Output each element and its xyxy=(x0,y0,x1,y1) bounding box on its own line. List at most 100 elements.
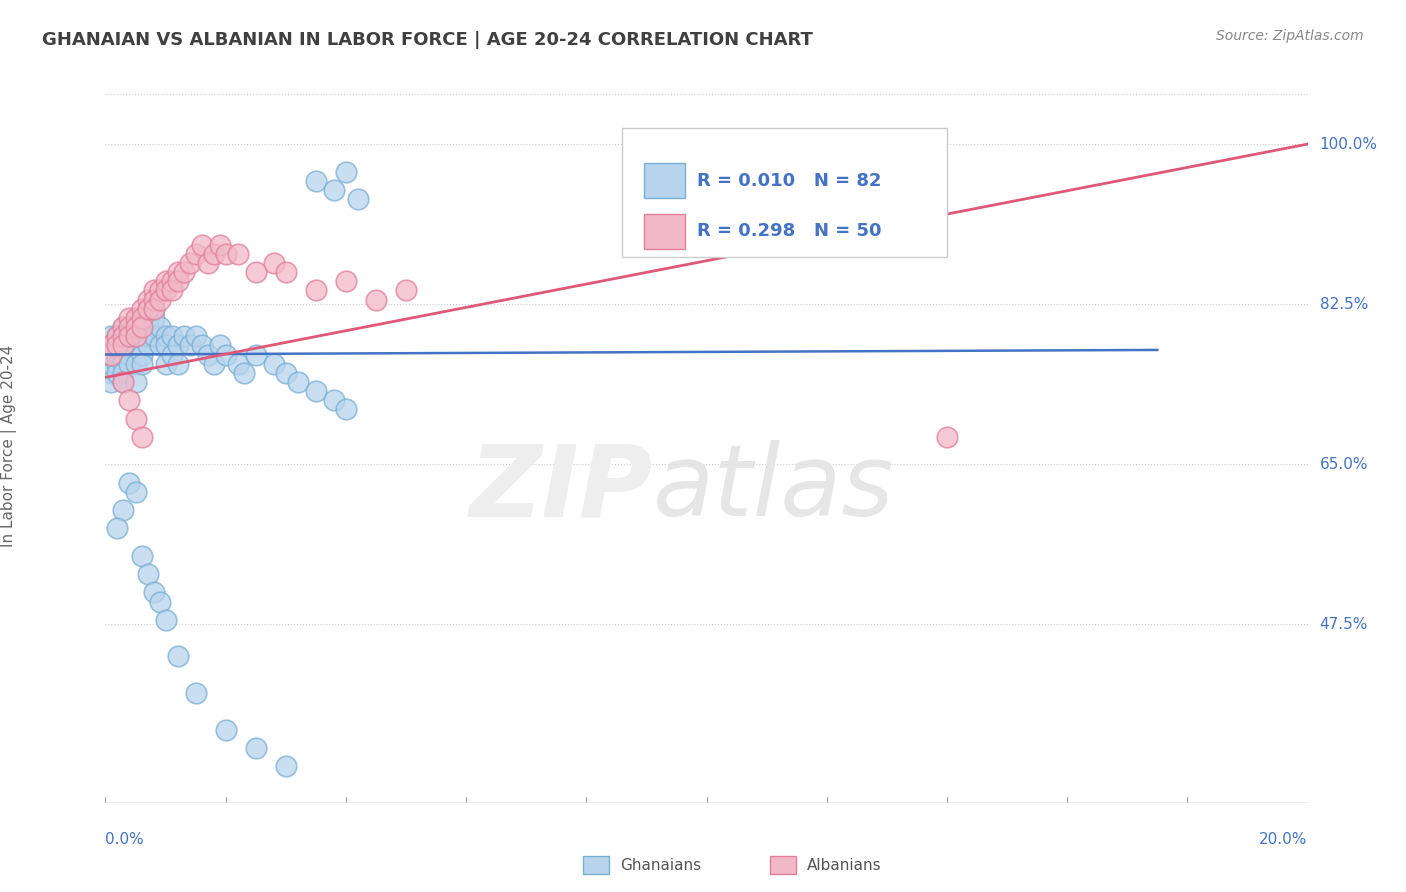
Point xyxy=(131,347,153,361)
Point xyxy=(136,329,159,343)
Point xyxy=(173,329,195,343)
Point xyxy=(118,329,141,343)
Point xyxy=(142,585,165,599)
Point xyxy=(197,256,219,270)
Point xyxy=(107,329,129,343)
Point xyxy=(335,164,357,178)
Point xyxy=(166,338,188,352)
Point xyxy=(131,301,153,316)
Point xyxy=(226,247,249,261)
Point xyxy=(142,301,165,316)
Text: ZIP: ZIP xyxy=(470,441,652,537)
Point xyxy=(184,247,207,261)
Point xyxy=(118,475,141,490)
Point xyxy=(364,293,387,307)
Point xyxy=(160,329,183,343)
Point xyxy=(107,366,129,380)
Point xyxy=(173,265,195,279)
Bar xyxy=(770,856,796,874)
Point xyxy=(202,357,225,371)
Point xyxy=(124,310,146,325)
Text: R = 0.298   N = 50: R = 0.298 N = 50 xyxy=(697,222,882,241)
Point xyxy=(160,284,183,298)
Point xyxy=(166,265,188,279)
Point xyxy=(112,338,135,352)
Point xyxy=(112,366,135,380)
Point xyxy=(100,357,122,371)
Point xyxy=(100,338,122,352)
Point xyxy=(136,310,159,325)
Point xyxy=(131,430,153,444)
Text: 20.0%: 20.0% xyxy=(1260,832,1308,847)
Point xyxy=(136,567,159,582)
Point xyxy=(100,329,122,343)
Point xyxy=(214,723,236,737)
Point xyxy=(107,521,129,535)
Point xyxy=(148,284,170,298)
Point xyxy=(184,329,207,343)
FancyBboxPatch shape xyxy=(644,214,685,249)
Point xyxy=(107,338,129,352)
Point xyxy=(274,759,297,773)
Text: 65.0%: 65.0% xyxy=(1320,457,1368,472)
Point xyxy=(263,256,285,270)
Point xyxy=(112,375,135,389)
Point xyxy=(226,357,249,371)
Point xyxy=(124,375,146,389)
Point xyxy=(245,740,267,755)
Point xyxy=(232,366,254,380)
Point xyxy=(190,237,212,252)
Point xyxy=(118,347,141,361)
Point xyxy=(305,174,328,188)
Point xyxy=(155,329,177,343)
Text: GHANAIAN VS ALBANIAN IN LABOR FORCE | AGE 20-24 CORRELATION CHART: GHANAIAN VS ALBANIAN IN LABOR FORCE | AG… xyxy=(42,31,813,49)
Point xyxy=(305,284,328,298)
Point xyxy=(142,329,165,343)
Point xyxy=(148,338,170,352)
Text: Source: ZipAtlas.com: Source: ZipAtlas.com xyxy=(1216,29,1364,43)
Point xyxy=(263,357,285,371)
Point xyxy=(107,357,129,371)
Point xyxy=(166,357,188,371)
Point xyxy=(274,265,297,279)
Point xyxy=(112,320,135,334)
Point xyxy=(107,338,129,352)
Point xyxy=(112,329,135,343)
Text: R = 0.010   N = 82: R = 0.010 N = 82 xyxy=(697,171,882,189)
Point xyxy=(287,375,309,389)
Point xyxy=(148,320,170,334)
Point xyxy=(112,347,135,361)
Point xyxy=(148,594,170,608)
Point xyxy=(118,320,141,334)
Point xyxy=(202,247,225,261)
Point xyxy=(124,310,146,325)
Point xyxy=(131,320,153,334)
Point xyxy=(155,613,177,627)
Point xyxy=(118,393,141,408)
Point xyxy=(160,274,183,288)
Point xyxy=(166,649,188,664)
Point xyxy=(155,274,177,288)
Point xyxy=(107,347,129,361)
Point xyxy=(112,320,135,334)
Point xyxy=(131,320,153,334)
Point xyxy=(100,347,122,361)
Text: In Labor Force | Age 20-24: In Labor Force | Age 20-24 xyxy=(1,345,17,547)
Point xyxy=(214,247,236,261)
Point xyxy=(118,338,141,352)
Text: 47.5%: 47.5% xyxy=(1320,617,1368,632)
Point xyxy=(335,274,357,288)
Point xyxy=(118,320,141,334)
Text: atlas: atlas xyxy=(652,441,894,537)
Point xyxy=(184,686,207,700)
Point xyxy=(100,375,122,389)
Point xyxy=(179,256,201,270)
Point xyxy=(136,320,159,334)
Point xyxy=(112,357,135,371)
Point xyxy=(142,284,165,298)
Point xyxy=(166,274,188,288)
Point xyxy=(347,192,370,206)
Point xyxy=(322,393,344,408)
Point xyxy=(124,338,146,352)
Point xyxy=(136,338,159,352)
